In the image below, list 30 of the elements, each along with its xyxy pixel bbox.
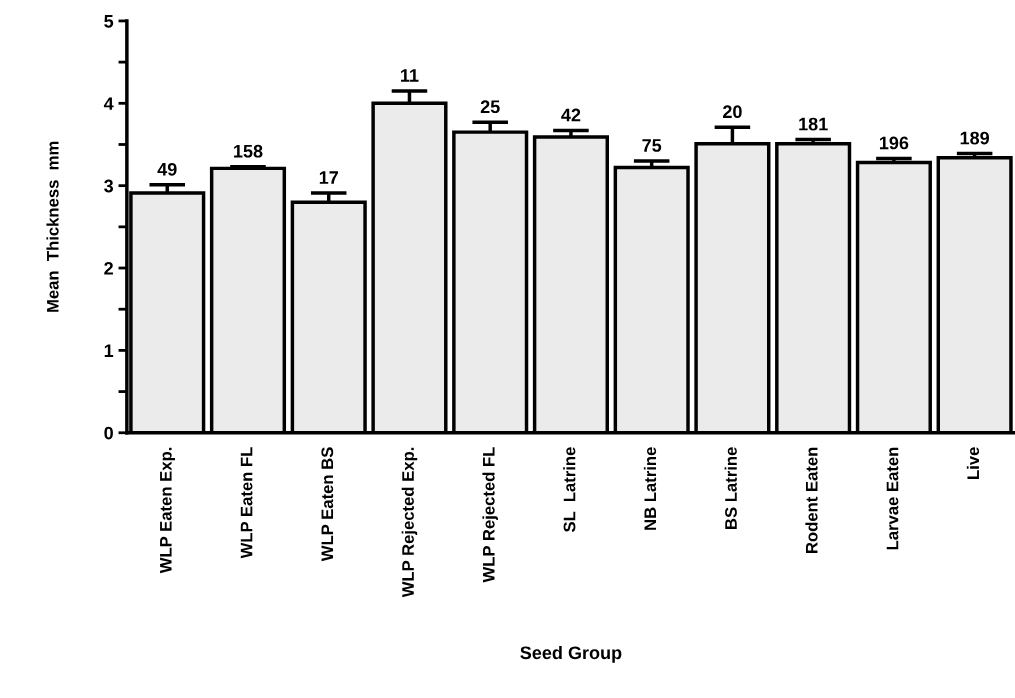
annotation: 11	[401, 69, 419, 82]
annotation: 181	[799, 117, 828, 131]
x-tick-label: Live	[966, 447, 980, 479]
x-tick-label: WLP Eaten FL	[240, 447, 253, 559]
y-tick-label: 0	[104, 426, 113, 440]
x-tick-label: WLP Eaten BS	[321, 447, 334, 562]
annotation: 20	[723, 105, 742, 119]
annotation: 17	[319, 171, 338, 184]
y-tick-label: 2	[104, 261, 113, 275]
y-tick-label: 4	[103, 97, 114, 110]
x-tick-label: WLP Rejected Exp.	[401, 447, 418, 598]
y-tick-label: 1	[104, 344, 114, 357]
x-tick-label: WLP Eaten Exp.	[160, 447, 176, 574]
annotation: 49	[157, 162, 177, 176]
y-tick-label: 3	[104, 179, 114, 193]
y-tick-label: 5	[104, 15, 114, 28]
annotation: 189	[960, 131, 990, 145]
x-tick-label: WLP Rejected FL	[482, 447, 498, 583]
x-tick-label: NB Latrine	[643, 447, 657, 530]
annotation: 196	[879, 136, 909, 150]
annotation: 158	[234, 144, 263, 158]
y-axis-title: Mean Thickness mm	[46, 141, 59, 312]
annotation: 25	[480, 100, 500, 114]
x-tick-label: BS Latrine	[724, 447, 737, 529]
x-axis-title: Seed Group	[520, 645, 622, 663]
annotation: 42	[561, 108, 581, 122]
x-tick-label: Rodent Eaten	[805, 447, 818, 553]
annotation: 75	[642, 139, 662, 152]
x-tick-label: Larvae Eaten	[886, 447, 899, 550]
x-tick-label: SL Latrine	[563, 447, 576, 532]
